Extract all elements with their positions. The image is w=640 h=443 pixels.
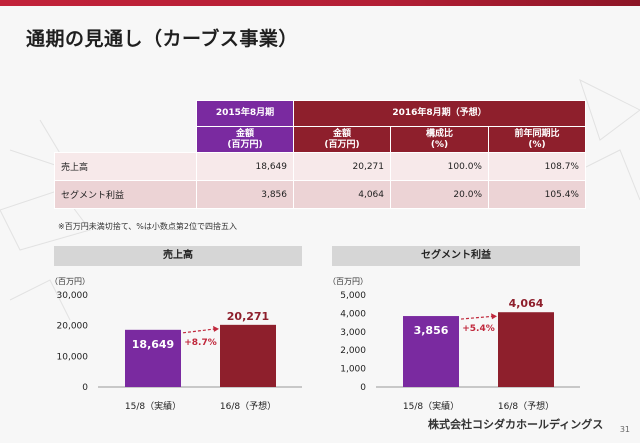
subheader-text: 前年同期比 (%) <box>514 128 560 150</box>
data-label: 4,064 <box>509 297 544 310</box>
data-label: 3,856 <box>414 324 449 337</box>
row-label: セグメント利益 <box>54 180 197 209</box>
table-cell: 20,271 <box>293 152 391 181</box>
subheader-amount-2016: 金額 (百万円) <box>293 126 391 153</box>
bar <box>220 324 276 387</box>
y-tick-label: 2,000 <box>340 346 366 356</box>
subheader-text: 金額 (百万円) <box>227 128 263 150</box>
x-tick-label: 15/8（実績） <box>125 400 181 412</box>
x-tick-label: 15/8（実績） <box>403 400 459 412</box>
bar <box>125 329 181 387</box>
subheader-text: 金額 (百万円) <box>324 128 360 150</box>
y-tick-label: 1,000 <box>340 365 366 375</box>
growth-arrow-line <box>460 315 495 320</box>
y-tick-label: 20,000 <box>57 322 89 332</box>
row-label: 売上高 <box>54 152 197 181</box>
y-tick-label: 30,000 <box>57 291 89 301</box>
growth-arrow-head <box>491 313 497 320</box>
y-tick-label: 10,000 <box>57 352 89 362</box>
y-axis-label: （百万円） <box>328 277 368 286</box>
subheader-yoy: 前年同期比 (%) <box>488 126 586 153</box>
table-cell: 100.0% <box>390 152 489 181</box>
profit-bar-chart: （百万円） 0 1,000 2,000 3,000 4,000 5,000 15/8（実績） 1… <box>328 277 580 412</box>
table-row: 売上高 18,649 20,271 100.0% 108.7% <box>54 152 586 181</box>
sales-bar-chart: （百万円） 0 10,000 20,000 30,000 15/8（実績） 16/8（予想）… <box>50 277 302 412</box>
table-row: セグメント利益 3,856 4,064 20.0% 105.4% <box>54 180 586 209</box>
bar <box>498 312 554 387</box>
x-tick-label: 16/8（予想） <box>220 400 276 412</box>
y-tick-label: 3,000 <box>340 328 366 338</box>
growth-label: +5.4% <box>462 324 495 334</box>
x-tick-label: 16/8（予想） <box>498 400 554 412</box>
data-label: 20,271 <box>227 310 269 323</box>
subheader-amount-2015: 金額 (百万円) <box>196 126 294 153</box>
data-label: 18,649 <box>132 338 174 351</box>
subheader-composition: 構成比 (%) <box>390 126 489 153</box>
y-tick-label: 5,000 <box>340 291 366 301</box>
y-axis-label: （百万円） <box>50 277 90 286</box>
chart-title-profit: セグメント利益 <box>332 246 580 266</box>
page-title: 通期の見通し（カーブス事業） <box>26 28 298 50</box>
page-number: 31 <box>619 425 630 434</box>
table-cell: 105.4% <box>488 180 586 209</box>
table-cell: 20.0% <box>390 180 489 209</box>
growth-arrow-line <box>182 328 217 334</box>
y-tick-label: 4,000 <box>340 309 366 319</box>
table-cell: 108.7% <box>488 152 586 181</box>
company-logo-text: 株式会社コシダカホールディングス <box>428 418 604 431</box>
y-tick-label: 0 <box>360 383 366 393</box>
top-accent-bar <box>0 0 640 6</box>
subheader-text: 構成比 (%) <box>425 128 453 150</box>
forecast-table: 2015年8月期 2016年8月期（予想） 金額 (百万円) 金額 (百万円) … <box>54 100 586 209</box>
header-2016: 2016年8月期（予想） <box>293 100 586 127</box>
table-cell: 18,649 <box>196 152 294 181</box>
footnote: ※百万円未満切捨て、%は小数点第2位で四捨五入 <box>58 222 237 231</box>
y-tick-label: 0 <box>82 383 88 393</box>
bar <box>403 316 459 387</box>
growth-arrow-head <box>213 325 219 332</box>
chart-title-sales: 売上高 <box>54 246 302 266</box>
header-2015: 2015年8月期 <box>196 100 294 127</box>
table-cell: 4,064 <box>293 180 391 209</box>
table-cell: 3,856 <box>196 180 294 209</box>
growth-label: +8.7% <box>184 338 217 348</box>
